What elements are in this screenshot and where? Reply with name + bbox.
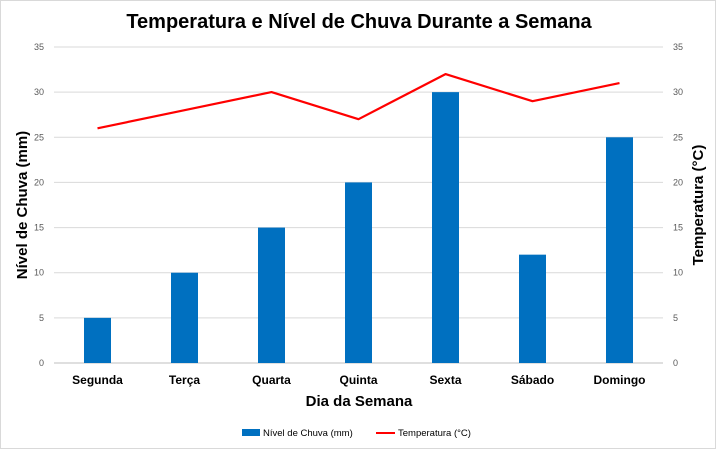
y2-tick-label: 35 [673, 42, 683, 52]
x-axis-categories: Segunda Terça Quarta Quinta Sexta Sábado Domin… [72, 373, 645, 387]
y-tick-label: 20 [34, 177, 44, 187]
y2-tick-label: 10 [673, 268, 683, 278]
legend: Nível de Chuva (mm) Temperatura (°C) [242, 428, 471, 439]
y-tick-label: 5 [39, 313, 44, 323]
line-series [97, 72, 620, 130]
y2-tick-label: 25 [673, 132, 683, 142]
x-tick-label: Terça [169, 373, 200, 387]
legend-swatch-rain [242, 429, 260, 436]
y2-tick-label: 30 [673, 87, 683, 97]
x-tick-label: Segunda [72, 373, 123, 387]
x-tick-label: Quinta [340, 373, 378, 387]
x-tick-label: Domingo [594, 373, 646, 387]
x-tick-label: Sábado [511, 373, 554, 387]
y-axis-right-ticks: 0 5 10 15 20 25 30 35 [673, 42, 683, 368]
y-tick-label: 30 [34, 87, 44, 97]
y-axis-left-title: Nível de Chuva (mm) [14, 131, 31, 279]
y-axis-right-title: Temperatura (°C) [690, 145, 707, 266]
y-axis-left-ticks: 0 5 10 15 20 25 30 35 [34, 42, 44, 368]
bar [258, 227, 285, 363]
legend-label-rain: Nível de Chuva (mm) [263, 428, 353, 439]
bar-series [84, 92, 633, 364]
x-tick-label: Sexta [429, 373, 461, 387]
chart-title: Temperatura e Nível de Chuva Durante a S… [126, 11, 592, 33]
y-tick-label: 35 [34, 42, 44, 52]
bar [171, 272, 198, 363]
y-tick-label: 0 [39, 358, 44, 368]
bar [84, 317, 111, 363]
bar [345, 182, 372, 363]
y-tick-label: 25 [34, 132, 44, 142]
x-axis-title: Dia da Semana [306, 393, 413, 410]
y2-tick-label: 0 [673, 358, 678, 368]
y2-tick-label: 5 [673, 313, 678, 323]
temperature-line [97, 72, 620, 130]
y2-tick-label: 20 [673, 177, 683, 187]
y-tick-label: 15 [34, 223, 44, 233]
bar [432, 92, 459, 364]
legend-label-temperature: Temperatura (°C) [398, 428, 471, 439]
bar [606, 137, 633, 363]
y2-tick-label: 15 [673, 223, 683, 233]
bar [519, 254, 546, 363]
y-tick-label: 10 [34, 268, 44, 278]
x-tick-label: Quarta [252, 373, 291, 387]
